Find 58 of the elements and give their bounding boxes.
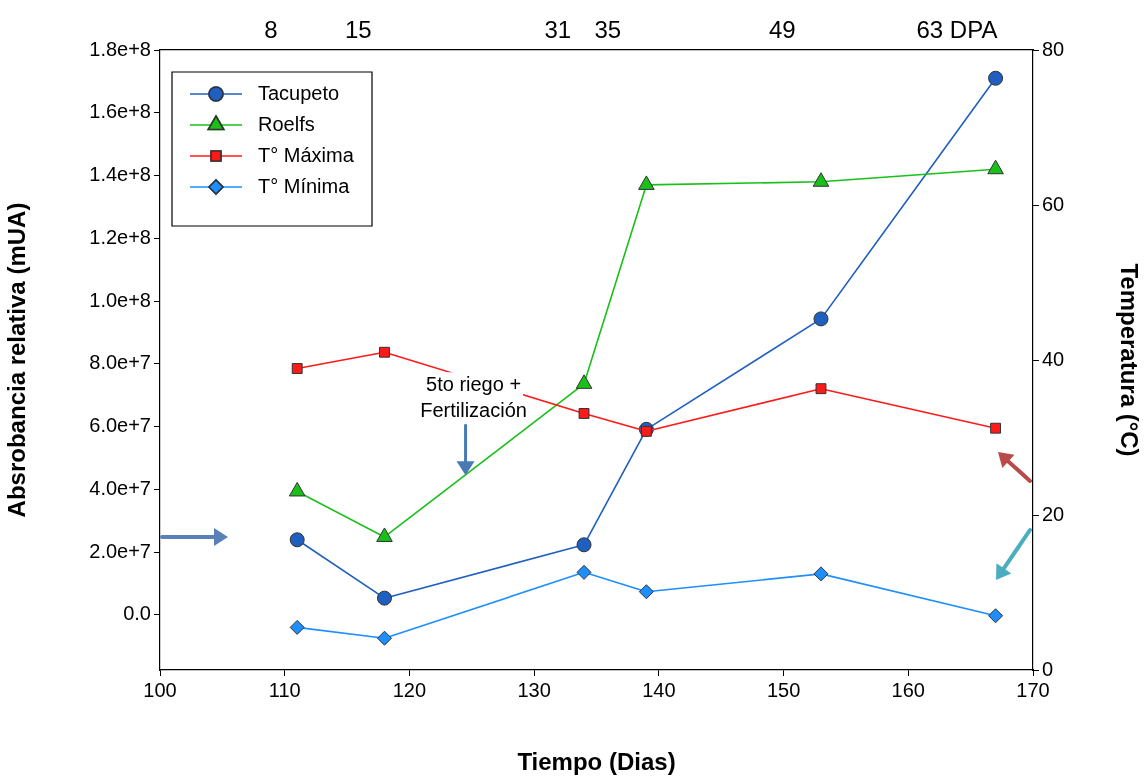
point [987,159,1004,175]
point [289,619,305,635]
annotation: 5to riego + Fertilización [420,373,527,422]
y-tick-label: 1.8e+8 [89,37,151,60]
y2-tick-label: 0 [1042,657,1054,680]
point [288,481,306,497]
point [640,425,652,437]
y-tick-label: 0.0 [123,602,151,625]
point [291,363,303,374]
y-tick-label: 1.2e+8 [89,225,151,248]
point [990,422,1002,434]
x2-tick-label: 15 [344,16,372,44]
x-tick-label: 170 [1016,678,1050,701]
point [576,564,592,580]
point [575,374,593,389]
point [379,346,390,358]
legend-label: T° Máxima [258,143,355,166]
y2-tick-label: 60 [1042,192,1065,215]
y-tick-label: 1.0e+8 [89,288,151,311]
point [576,537,592,553]
point [813,566,829,582]
x2-tick-label: 35 [594,16,622,44]
y2-tick-label: 80 [1042,37,1065,60]
point [578,408,590,419]
x-tick-label: 160 [891,678,925,701]
x2-tick-label: 8 [264,16,278,44]
point [812,172,830,187]
x2-tick-label: 63 DPA [916,16,998,44]
y-tick-label: 6.0e+7 [89,414,151,437]
y-tick-label: 2.0e+7 [89,539,151,562]
point [376,590,392,606]
point [815,383,827,395]
x-tick-label: 130 [517,678,551,701]
y2-tick-label: 40 [1042,347,1065,370]
legend-label: Tacupeto [258,81,340,104]
x2-tick-label: 49 [768,16,796,44]
point [638,175,655,190]
y-tick-label: 4.0e+7 [89,476,151,499]
x-tick-label: 100 [143,678,177,701]
x-tick-label: 110 [268,678,301,701]
y-tick-label: 1.4e+8 [89,163,151,186]
legend-label: T° Mínima [258,174,351,197]
point [638,584,654,600]
point [289,532,305,548]
x-axis-title: Tiempo (Dias) [517,748,676,776]
point [376,630,392,646]
y2-axis-title: Temperatura (°C) [1115,263,1143,457]
x-tick-label: 140 [642,678,676,701]
x-tick-label: 120 [392,678,427,701]
y-axis-title: Absrobancia relativa (mUA) [3,202,31,518]
y2-tick-label: 20 [1042,502,1065,525]
legend-label: Roelfs [258,112,315,135]
y-tick-label: 1.6e+8 [89,100,151,123]
y-tick-label: 8.0e+7 [89,351,151,374]
point [988,608,1004,624]
x2-tick-label: 31 [544,16,572,44]
x-tick-label: 150 [766,678,801,701]
point [813,311,829,327]
